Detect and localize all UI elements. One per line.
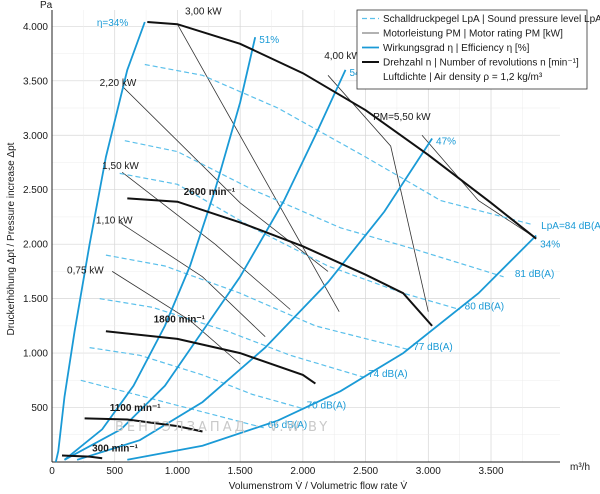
y-tick-label: 3.500 (23, 76, 48, 87)
efficiency-curves (54, 21, 537, 463)
y-tick-label: 2.000 (23, 240, 48, 251)
sound-label: 81 dB(A) (515, 269, 554, 280)
motor-line (119, 222, 266, 337)
motor-label: 4,00 kW (324, 51, 361, 62)
legend: Schalldruckpegel LpA | Sound pressure le… (356, 9, 600, 90)
y-tick-label: 1.500 (23, 294, 48, 305)
sound-label: 70 dB(A) (307, 401, 346, 412)
x-tick-label: 3.500 (478, 466, 503, 477)
x-tick-label: 1.500 (228, 466, 253, 477)
watermark-text: ВЕНТЭЛЗАПАД · V.W.BY (115, 420, 330, 435)
motor-label: 1,50 kW (102, 161, 139, 172)
sound-pressure-curves (80, 63, 533, 429)
speed-label: 300 min⁻¹ (92, 444, 139, 455)
legend-entry: Wirkungsgrad η | Efficiency η [%] (383, 43, 530, 54)
sound-label: 66 dB(A) (268, 420, 307, 431)
legend-entry: Drehzahl n | Number of revolutions n [mi… (383, 58, 579, 69)
efficiency-curve (64, 69, 347, 461)
efficiency-curve (76, 138, 433, 461)
legend-entry: Motorleistung PM | Motor rating PM [kW] (383, 29, 563, 40)
motor-line (121, 85, 329, 272)
speed-label: 1800 min⁻¹ (154, 315, 206, 326)
speed-label: 2600 min⁻¹ (184, 187, 236, 198)
x-unit-label: m³/h (570, 462, 590, 473)
efficiency-curve (54, 21, 146, 463)
sound-curve (144, 63, 533, 226)
speed-curve (84, 417, 203, 433)
y-unit-label: Pa (40, 0, 53, 11)
efficiency-label: 34% (540, 239, 560, 250)
sound-label: 74 dB(A) (368, 369, 407, 380)
sound-curve (99, 298, 364, 378)
sound-curve (119, 172, 460, 311)
motor-label: 1,10 kW (96, 215, 133, 226)
sound-curve (105, 254, 410, 351)
motor-line (177, 24, 340, 312)
sound-label: 77 dB(A) (413, 342, 452, 353)
speed-curves (61, 21, 537, 460)
efficiency-curve (127, 234, 537, 461)
legend-entry: Luftdichte | Air density ρ = 1,2 kg/m³ (383, 72, 543, 83)
motor-label: 0,75 kW (67, 266, 104, 277)
motor-line (327, 75, 429, 312)
motor-label: PM=5,50 kW (373, 112, 431, 123)
y-tick-label: 3.000 (23, 131, 48, 142)
sound-label: LpA=84 dB(A) (541, 221, 600, 232)
efficiency-label: 51% (259, 35, 279, 46)
axes: 0 500 1.000 1.500 2.000 2.500 3.000 3.500 500 1.0… (23, 10, 560, 477)
motor-line (121, 171, 291, 310)
x-tick-label: 500 (106, 466, 123, 477)
sound-curve (89, 347, 304, 410)
y-tick-label: 4.000 (23, 22, 48, 33)
speed-curve (61, 454, 103, 460)
motor-line (421, 135, 536, 238)
x-tick-label: 2.500 (353, 466, 378, 477)
legend-entry: Schalldruckpegel LpA | Sound pressure le… (383, 14, 600, 25)
x-tick-label: 0 (49, 466, 55, 477)
curve-labels: 3,00 kW 4,00 kW PM=5,50 kW 2,20 kW 1,50 kW 1,… (67, 6, 600, 454)
y-tick-label: 500 (31, 403, 48, 414)
sound-curve (80, 379, 266, 429)
y-tick-label: 1.000 (23, 349, 48, 360)
x-axis-title: Volumenstrom V̇ / Volumetric flow rate V… (229, 479, 408, 492)
efficiency-label: 47% (436, 137, 456, 148)
motor-label: 3,00 kW (185, 6, 222, 17)
speed-curve (147, 21, 537, 240)
speed-label: 1100 min⁻¹ (110, 403, 162, 414)
speed-curve (127, 197, 433, 327)
sound-curve (124, 140, 504, 278)
efficiency-label: η=34% (97, 18, 129, 29)
legend-box (356, 9, 588, 90)
efficiency-curve (63, 36, 257, 461)
x-tick-label: 2.000 (290, 466, 315, 477)
sound-label: 80 dB(A) (465, 302, 504, 313)
y-tick-label: 2.500 (23, 185, 48, 196)
motor-label: 2,20 kW (100, 78, 137, 89)
y-axis-title: Druckerhöhung Δpt / Pressure increase Δp… (6, 142, 17, 335)
x-tick-label: 3.000 (416, 466, 441, 477)
x-tick-label: 1.000 (165, 466, 190, 477)
speed-curve (105, 330, 316, 385)
